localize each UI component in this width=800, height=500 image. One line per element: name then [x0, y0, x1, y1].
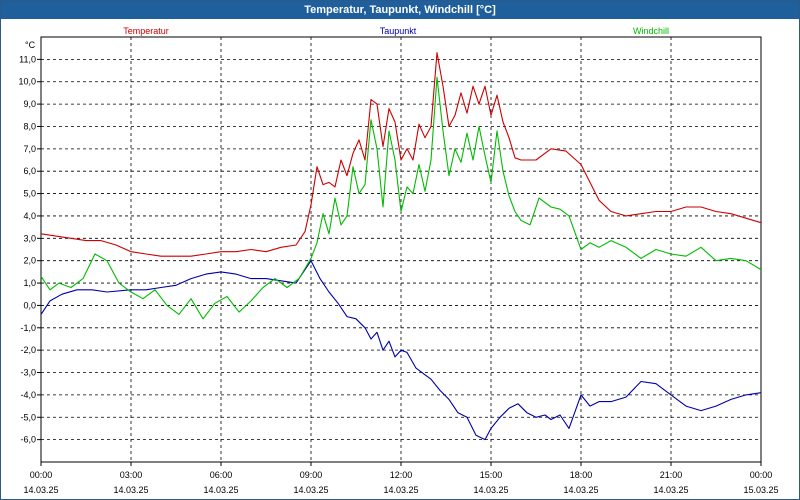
- y-tick-label: 3,0: [23, 233, 36, 243]
- x-tick-date: 14.03.25: [113, 485, 148, 495]
- y-tick-label: 7,0: [23, 144, 36, 154]
- x-tick-time: 18:00: [570, 470, 593, 480]
- x-tick-time: 00:00: [30, 470, 53, 480]
- y-tick-label: 8,0: [23, 121, 36, 131]
- y-tick-label: 2,0: [23, 256, 36, 266]
- y-tick-label: 1,0: [23, 278, 36, 288]
- x-tick-date: 14.03.25: [563, 485, 598, 495]
- legend-entry-taupunkt: Taupunkt: [380, 26, 417, 36]
- y-tick-label: 9,0: [23, 99, 36, 109]
- y-tick-label: 0,0: [23, 300, 36, 310]
- y-axis-unit: °C: [25, 40, 36, 50]
- window-title: Temperatur, Taupunkt, Windchill [°C]: [1, 1, 799, 19]
- x-axis-ticks: 00:00 14.03.25 03:00 14.03.25 06:00 14.03.25 0…: [23, 462, 779, 495]
- x-tick-time: 15:00: [480, 470, 503, 480]
- y-tick-label: 6,0: [23, 166, 36, 176]
- x-tick-date: 15.03.25: [743, 485, 778, 495]
- x-tick-date: 14.03.25: [383, 485, 418, 495]
- series-lines: [40, 52, 762, 441]
- series-line-windchill: [40, 76, 762, 320]
- y-tick-label: -4,0: [20, 390, 36, 400]
- y-tick-label: -1,0: [20, 323, 36, 333]
- x-tick-date: 14.03.25: [293, 485, 328, 495]
- y-tick-label: -2,0: [20, 345, 36, 355]
- x-tick-time: 09:00: [300, 470, 323, 480]
- x-tick-time: 00:00: [750, 470, 773, 480]
- y-tick-label: 5,0: [23, 189, 36, 199]
- x-tick-date: 14.03.25: [203, 485, 238, 495]
- legend-entry-windchill: Windchill: [633, 26, 669, 36]
- x-tick-time: 03:00: [120, 470, 143, 480]
- y-tick-label: 11,0: [19, 54, 36, 64]
- series-line-taupunkt: [40, 260, 762, 441]
- x-tick-time: 12:00: [390, 470, 413, 480]
- x-tick-time: 06:00: [210, 470, 233, 480]
- series-line-temperatur: [40, 52, 762, 257]
- y-tick-label: 4,0: [23, 211, 36, 221]
- x-tick-date: 14.03.25: [653, 485, 688, 495]
- x-tick-date: 14.03.25: [23, 485, 58, 495]
- x-tick-date: 14.03.25: [473, 485, 508, 495]
- legend-entry-temperatur: Temperatur: [123, 26, 169, 36]
- y-tick-label: 10,0: [18, 77, 36, 87]
- y-tick-label: -5,0: [20, 412, 36, 422]
- y-tick-label: -3,0: [20, 368, 36, 378]
- legend: Temperatur Taupunkt Windchill: [123, 26, 669, 36]
- y-axis-ticks: 11,0 10,0 9,0 8,0 7,0 6,0 5,0 4,0 3,0 2,0 1,0 0,0 -1…: [18, 54, 41, 445]
- y-tick-label: -6,0: [20, 435, 36, 445]
- x-tick-time: 21:00: [660, 470, 683, 480]
- grid: [41, 37, 761, 462]
